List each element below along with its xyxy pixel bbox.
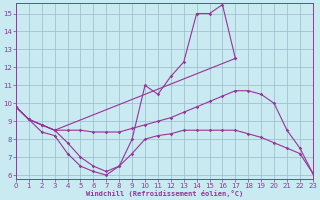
X-axis label: Windchill (Refroidissement éolien,°C): Windchill (Refroidissement éolien,°C) (86, 190, 243, 197)
